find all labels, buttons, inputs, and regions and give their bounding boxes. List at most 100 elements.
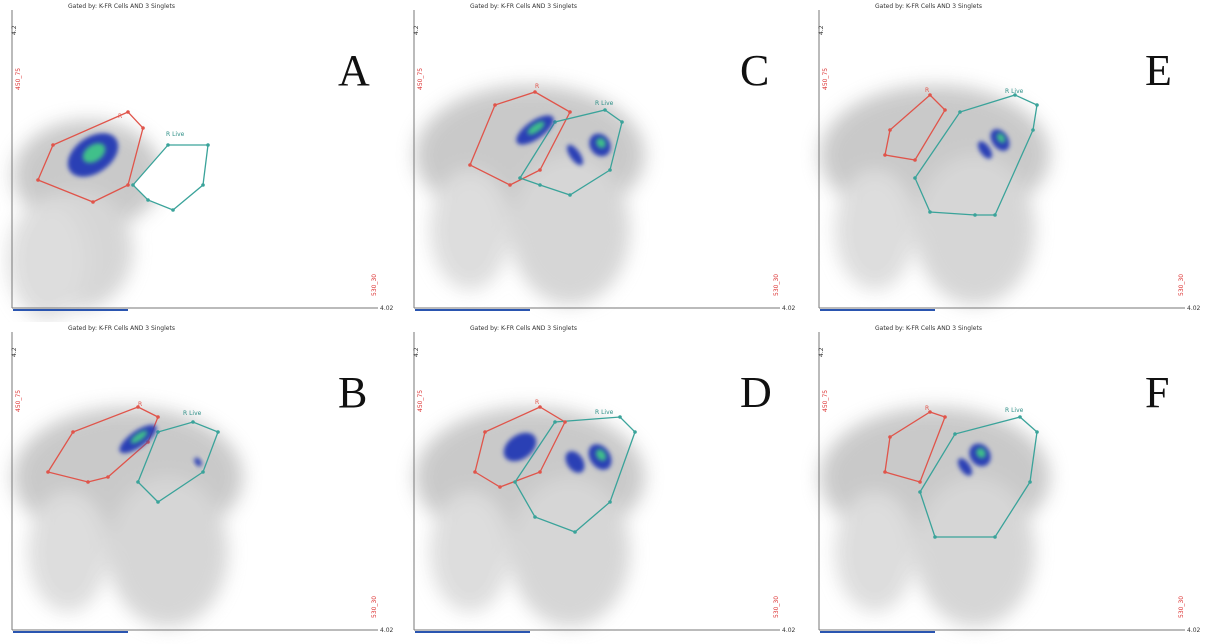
y-axis-label: 450_75	[15, 68, 22, 90]
gate-label: R	[118, 113, 122, 120]
gate-label: R Live	[1005, 407, 1024, 414]
gate-vertex	[928, 210, 932, 214]
panel-letter: A	[338, 46, 370, 95]
gate-vertex	[483, 430, 487, 434]
x-axis-max: 4.02	[1187, 305, 1201, 312]
cloud-part	[510, 155, 630, 305]
gate-vertex	[608, 500, 612, 504]
gate-label: R	[925, 405, 929, 412]
gate-vertex	[1035, 103, 1039, 107]
panel-header: Gated by: K-FR Cells AND 3 Singlets	[68, 325, 175, 332]
gate-label: R	[138, 401, 142, 408]
gate-vertex	[603, 108, 607, 112]
gate-vertex	[86, 480, 90, 484]
gate-label: R Live	[183, 410, 202, 417]
gate-vertex	[533, 90, 537, 94]
gate-vertex	[206, 143, 210, 147]
gate-vertex	[91, 200, 95, 204]
gate-vertex	[71, 430, 75, 434]
cloud-part	[915, 155, 1035, 305]
x-axis-max: 4.02	[782, 627, 796, 634]
density-core	[596, 137, 606, 149]
gate-vertex	[473, 470, 477, 474]
gate-vertex	[973, 213, 977, 217]
gate-label: R Live	[166, 131, 185, 138]
density-core	[595, 449, 607, 461]
gate-label: R	[535, 399, 539, 406]
x-axis-label: 530_30	[773, 596, 780, 618]
cloud-part	[108, 477, 228, 627]
gate-vertex	[126, 110, 130, 114]
gate-vertex	[553, 420, 557, 424]
y-axis-label: 450_75	[15, 390, 22, 412]
gate-vertex	[958, 110, 962, 114]
gate-vertex	[913, 158, 917, 162]
gate-vertex	[568, 193, 572, 197]
panel: Gated by: K-FR Cells AND 3 Singlets E 4.2 4…	[815, 0, 1205, 316]
density-core	[996, 133, 1006, 143]
y-axis-label: 450_75	[822, 68, 829, 90]
y-axis-label: 450_75	[822, 390, 829, 412]
x-axis-label: 530_30	[773, 274, 780, 296]
panel: Gated by: K-FR Cells AND 3 Singlets B 4.2 4…	[8, 322, 398, 638]
panel-letter: D	[740, 368, 772, 417]
gate-vertex	[888, 128, 892, 132]
cloud-part	[835, 492, 915, 612]
gate-vertex	[136, 480, 140, 484]
gate-vertex	[1035, 430, 1039, 434]
gate-vertex	[888, 435, 892, 439]
gate-live	[919, 416, 1038, 538]
cloud-part	[510, 477, 630, 627]
gate-vertex	[918, 490, 922, 494]
gate-vertex	[993, 535, 997, 539]
x-axis-label: 530_30	[1178, 274, 1185, 296]
density-core	[130, 430, 148, 444]
density-blob	[194, 457, 202, 467]
y-axis-max: 4.2	[11, 25, 18, 35]
gate-vertex	[156, 500, 160, 504]
y-axis-label: 450_75	[417, 390, 424, 412]
gate-vertex	[1013, 93, 1017, 97]
density-blob	[503, 432, 537, 462]
panel-letter: F	[1145, 368, 1169, 417]
gate-vertex	[141, 126, 145, 130]
gate-vertex	[943, 108, 947, 112]
density-core	[82, 143, 106, 163]
gate-vertex	[126, 183, 130, 187]
cloud-part	[8, 200, 88, 320]
panel-header: Gated by: K-FR Cells AND 3 Singlets	[875, 325, 982, 332]
gate-label: R Live	[1005, 88, 1024, 95]
y-axis-label: 450_75	[417, 68, 424, 90]
cloud-part	[430, 492, 510, 612]
panel-letter: E	[1145, 46, 1172, 95]
gate-vertex	[146, 198, 150, 202]
gate-vertex	[493, 103, 497, 107]
gate-vertex	[156, 415, 160, 419]
gate-vertex	[618, 415, 622, 419]
gate-label: R	[535, 83, 539, 90]
gate-label: R	[925, 87, 929, 94]
gate-vertex	[216, 430, 220, 434]
panel-header: Gated by: K-FR Cells AND 3 Singlets	[875, 3, 982, 10]
gate-vertex	[166, 143, 170, 147]
gate-vertex	[993, 213, 997, 217]
gate-vertex	[928, 410, 932, 414]
gate-vertex	[46, 470, 50, 474]
gate-vertex	[953, 432, 957, 436]
gate-vertex	[106, 475, 110, 479]
gate-vertex	[538, 183, 542, 187]
gate-vertex	[533, 515, 537, 519]
y-axis-max: 4.2	[413, 25, 420, 35]
gate-r	[884, 94, 946, 161]
gate-vertex	[933, 535, 937, 539]
gate-vertex	[538, 168, 542, 172]
y-axis-max: 4.2	[11, 347, 18, 357]
gate-vertex	[1018, 415, 1022, 419]
gate-vertex	[568, 110, 572, 114]
gate-vertex	[51, 143, 55, 147]
x-axis-max: 4.02	[380, 305, 394, 312]
gate-vertex	[136, 405, 140, 409]
density-blob	[566, 144, 584, 166]
gate-vertex	[171, 208, 175, 212]
cloud-part	[835, 170, 915, 290]
